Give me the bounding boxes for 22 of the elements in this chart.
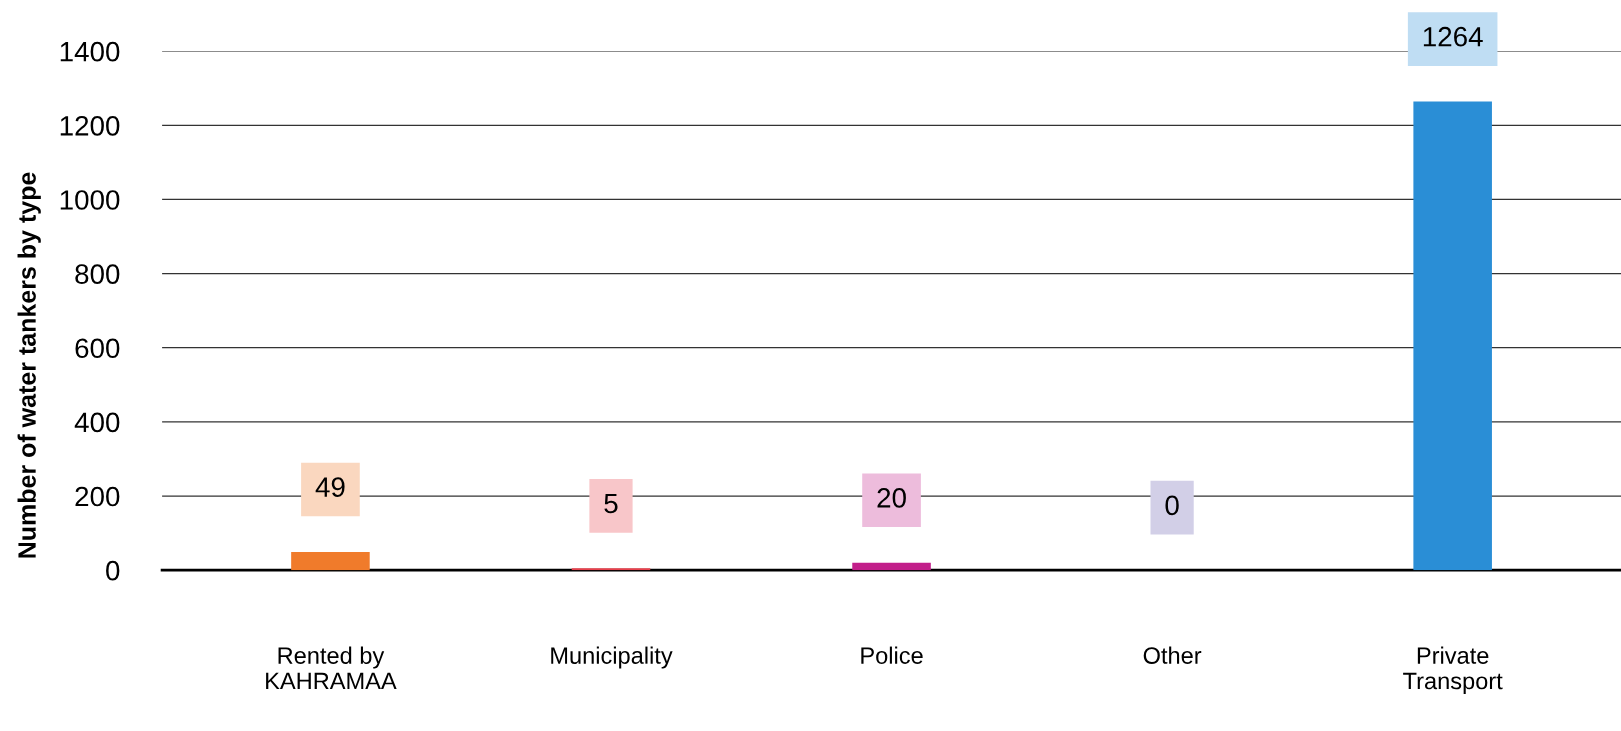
bar <box>852 562 931 571</box>
y-tick-label: 1400 <box>60 41 120 62</box>
y-tick-label: 600 <box>75 338 120 359</box>
bar <box>291 552 370 571</box>
data-label: 20 <box>877 488 906 508</box>
y-tick-label: 1200 <box>60 115 120 136</box>
y-tick-label: 400 <box>74 412 120 433</box>
x-tick-label: Private Transport <box>1403 646 1503 695</box>
data-label: 1264 <box>1423 26 1483 47</box>
y-tick-label: 0 <box>106 560 120 581</box>
data-label: 5 <box>604 493 618 514</box>
data-label: 49 <box>315 477 345 497</box>
x-tick-label: Police <box>861 646 923 664</box>
x-tick-label: Municipality <box>551 646 673 669</box>
y-tick-label: 200 <box>75 486 120 507</box>
y-axis-title: Number of water tankers by type <box>17 172 41 558</box>
x-tick-label: Other <box>1143 646 1202 664</box>
y-tick-label: 800 <box>75 264 120 284</box>
y-tick-label: 1000 <box>60 190 120 210</box>
x-tick-label: Rented by KAHRAMAA <box>266 646 397 690</box>
data-label: 0 <box>1165 495 1179 516</box>
bar <box>1413 101 1492 571</box>
